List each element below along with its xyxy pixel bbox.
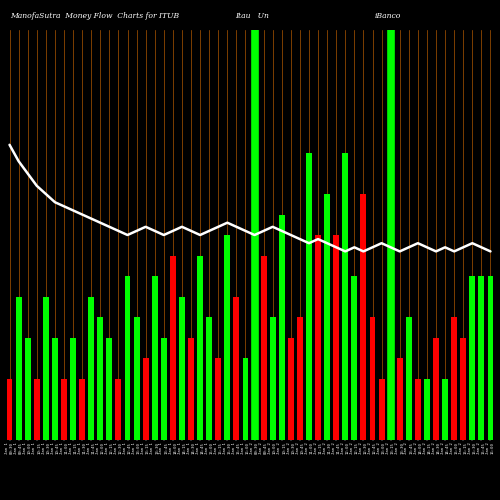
Bar bbox=[442, 378, 448, 440]
Bar bbox=[16, 296, 22, 440]
Bar bbox=[6, 378, 12, 440]
Bar bbox=[216, 358, 221, 440]
Bar bbox=[170, 256, 176, 440]
Bar bbox=[288, 338, 294, 440]
Bar bbox=[206, 317, 212, 440]
Bar bbox=[34, 378, 40, 440]
Bar bbox=[433, 338, 439, 440]
Bar bbox=[451, 317, 457, 440]
Text: iBanco: iBanco bbox=[375, 12, 402, 20]
Bar bbox=[43, 296, 49, 440]
Bar bbox=[142, 358, 148, 440]
Bar bbox=[397, 358, 402, 440]
Bar bbox=[424, 378, 430, 440]
Bar bbox=[70, 338, 76, 440]
Bar bbox=[188, 338, 194, 440]
Bar bbox=[378, 378, 384, 440]
Bar bbox=[297, 317, 303, 440]
Bar bbox=[370, 317, 376, 440]
Bar bbox=[52, 338, 58, 440]
Bar bbox=[234, 296, 239, 440]
Bar bbox=[342, 153, 348, 440]
Bar bbox=[334, 235, 339, 440]
Bar bbox=[415, 378, 421, 440]
Bar bbox=[279, 214, 284, 440]
Bar bbox=[61, 378, 67, 440]
Bar bbox=[88, 296, 94, 440]
Bar bbox=[224, 235, 230, 440]
Bar bbox=[324, 194, 330, 440]
Bar bbox=[488, 276, 494, 440]
Bar bbox=[306, 153, 312, 440]
Bar bbox=[116, 378, 121, 440]
Bar bbox=[98, 317, 103, 440]
Bar bbox=[360, 194, 366, 440]
Bar bbox=[79, 378, 85, 440]
Bar bbox=[406, 317, 411, 440]
Bar bbox=[388, 317, 394, 440]
Bar bbox=[270, 317, 276, 440]
Bar bbox=[352, 276, 358, 440]
Bar bbox=[124, 276, 130, 440]
Bar bbox=[197, 256, 203, 440]
Bar bbox=[260, 256, 266, 440]
Bar bbox=[152, 276, 158, 440]
Bar bbox=[106, 338, 112, 440]
Text: Itau   Un: Itau Un bbox=[235, 12, 269, 20]
Bar bbox=[478, 276, 484, 440]
Bar bbox=[179, 296, 185, 440]
Bar bbox=[161, 338, 166, 440]
Bar bbox=[252, 194, 258, 440]
Bar bbox=[24, 338, 30, 440]
Text: ManofaSutra  Money Flow  Charts for ITUB: ManofaSutra Money Flow Charts for ITUB bbox=[10, 12, 179, 20]
Bar bbox=[134, 317, 140, 440]
Bar bbox=[242, 358, 248, 440]
Bar bbox=[460, 338, 466, 440]
Bar bbox=[470, 276, 476, 440]
Bar bbox=[315, 235, 321, 440]
